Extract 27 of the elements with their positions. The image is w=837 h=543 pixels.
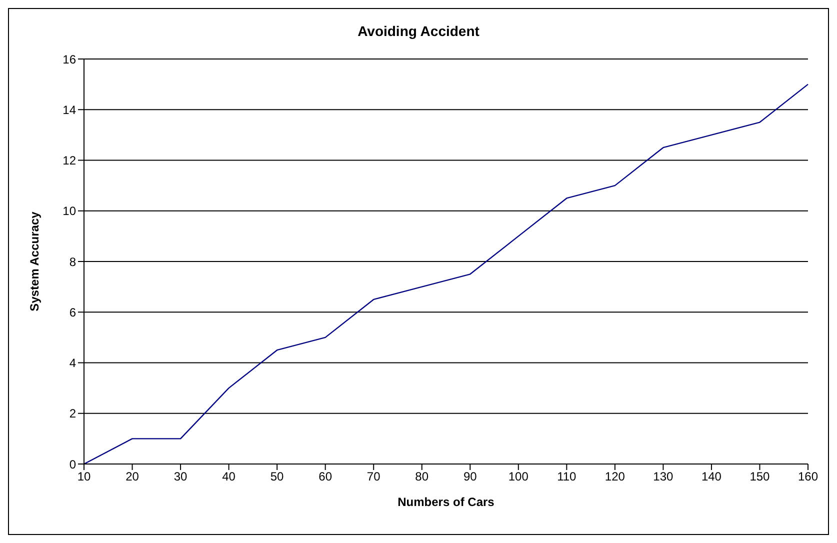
x-tick-label: 40 [222, 470, 236, 484]
chart-title: Avoiding Accident [356, 23, 480, 39]
y-tick-label: 8 [69, 254, 76, 269]
x-tick-label: 150 [750, 470, 770, 484]
y-axis-title: System Accuracy [27, 211, 42, 312]
y-tick-label: 2 [69, 406, 76, 421]
x-tick-label: 120 [604, 470, 626, 484]
x-tick-label: 90 [463, 470, 478, 484]
y-tick-label: 0 [69, 457, 76, 472]
x-tick-label: 70 [366, 470, 381, 484]
y-tick-label: 6 [69, 305, 76, 320]
y-tick-label: 4 [69, 356, 76, 370]
x-tick-label: 160 [798, 470, 818, 484]
x-tick-label: 80 [415, 470, 429, 484]
y-tick-label: 16 [62, 52, 76, 66]
x-tick-label: 140 [701, 470, 722, 484]
x-tick-label: 130 [653, 470, 674, 484]
x-tick-label: 30 [174, 470, 188, 484]
y-tick-label: 10 [62, 204, 76, 218]
y-tick-label: 14 [62, 102, 76, 117]
y-tick-label: 12 [62, 154, 76, 168]
x-tick-label: 50 [270, 470, 284, 484]
x-tick-label: 60 [318, 470, 332, 484]
x-tick-label: 100 [508, 470, 529, 484]
x-tick-label: 110 [557, 470, 577, 484]
x-tick-label: 20 [126, 470, 140, 484]
x-axis-title: Numbers of Cars [398, 495, 495, 509]
